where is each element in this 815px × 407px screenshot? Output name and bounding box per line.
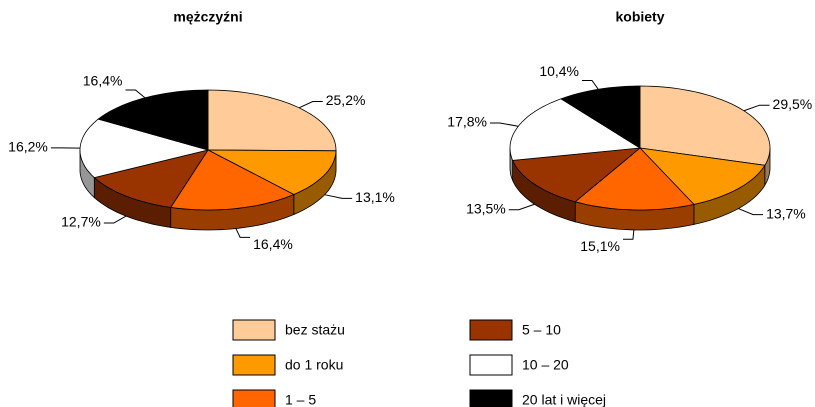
legend-label: 10 – 20 bbox=[522, 357, 569, 373]
data-label: 16,4% bbox=[83, 73, 123, 89]
data-label: 13,7% bbox=[766, 205, 806, 221]
slice bbox=[170, 149, 295, 211]
leader-line bbox=[235, 228, 251, 238]
leader-line bbox=[324, 194, 353, 199]
slice bbox=[79, 118, 210, 179]
slice bbox=[574, 147, 695, 211]
leader-line bbox=[582, 79, 599, 90]
leader-line bbox=[298, 101, 323, 109]
data-label: 10,4% bbox=[539, 63, 579, 79]
slice bbox=[207, 89, 337, 152]
legend-label: 20 lat i więcej bbox=[522, 392, 606, 407]
chart-title: kobiety bbox=[615, 9, 664, 25]
data-label: 16,4% bbox=[253, 236, 293, 252]
slice bbox=[509, 98, 642, 161]
slice bbox=[207, 149, 337, 195]
legend-swatch bbox=[232, 389, 276, 407]
legend-swatch bbox=[469, 389, 513, 407]
data-label: 25,2% bbox=[326, 92, 366, 108]
legend-swatch bbox=[469, 319, 513, 341]
leader-line bbox=[125, 89, 146, 99]
leader-line bbox=[622, 229, 635, 240]
leader-line bbox=[743, 104, 770, 112]
data-label: 17,8% bbox=[447, 114, 487, 130]
chart-title: mężczyźni bbox=[173, 9, 242, 25]
leader-line bbox=[489, 122, 519, 127]
leader-line bbox=[738, 208, 764, 216]
data-label: 29,5% bbox=[773, 96, 813, 112]
slice bbox=[93, 149, 209, 208]
data-label: 13,5% bbox=[466, 200, 506, 216]
slice bbox=[97, 89, 209, 151]
legend-label: bez stażu bbox=[285, 322, 345, 338]
leader-line bbox=[508, 203, 535, 211]
slice bbox=[511, 147, 642, 203]
data-label: 13,1% bbox=[355, 189, 395, 205]
legend-swatch bbox=[469, 354, 513, 376]
leader-line bbox=[103, 215, 127, 224]
legend-swatch bbox=[232, 319, 276, 341]
data-label: 12,7% bbox=[61, 214, 101, 230]
slice bbox=[638, 147, 766, 205]
data-label: 16,2% bbox=[8, 139, 48, 155]
legend-label: do 1 roku bbox=[285, 357, 343, 373]
legend-label: 5 – 10 bbox=[522, 322, 561, 338]
slice bbox=[560, 85, 641, 149]
legend-swatch bbox=[232, 354, 276, 376]
data-label: 15,1% bbox=[580, 238, 620, 254]
legend-label: 1 – 5 bbox=[285, 392, 316, 407]
